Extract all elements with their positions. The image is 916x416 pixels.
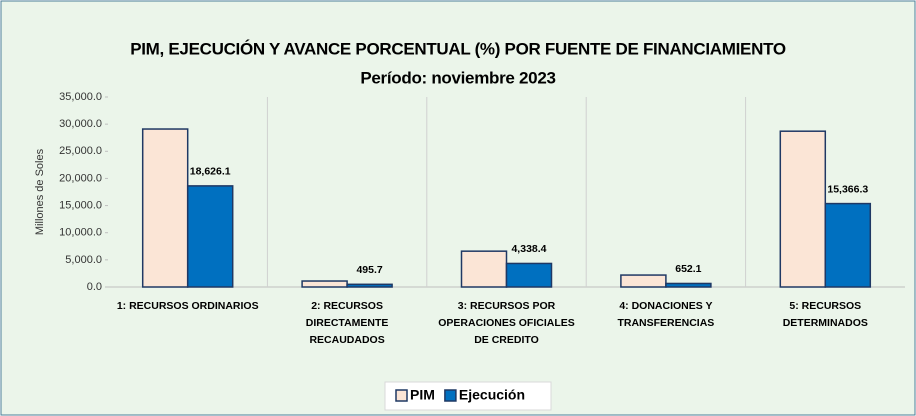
value-label: 18,626.1 (190, 166, 231, 178)
y-tick-label: 15,000.0 (59, 199, 102, 211)
legend-box (384, 381, 552, 411)
x-tick-label-line: DETERMINADOS (783, 317, 868, 329)
x-tick-label: 1: RECURSOS ORDINARIOS (117, 300, 259, 312)
x-tick-label-line: DE CREDITO (474, 334, 539, 346)
legend-swatch (395, 389, 408, 402)
y-tick-label: 10,000.0 (59, 227, 102, 239)
legend-label: Ejecución (459, 387, 525, 403)
legend-label: PIM (410, 387, 435, 403)
value-label: 4,338.4 (511, 243, 546, 255)
x-tick-label-line: 1: RECURSOS ORDINARIOS (117, 300, 259, 312)
value-label: 15,366.3 (827, 183, 868, 195)
bar (779, 130, 827, 288)
x-tick-label-line: 4: DONACIONES Y (619, 300, 712, 312)
x-tick-label-line: TRANSFERENCIAS (617, 317, 714, 329)
chart-subtitle: Período: noviembre 2023 (360, 68, 555, 87)
x-tick-label-line: RECAUDADOS (309, 334, 384, 346)
bar (346, 283, 393, 288)
bar (186, 185, 234, 288)
bar (505, 262, 553, 288)
bar (824, 202, 872, 288)
x-tick-label: 5: RECURSOS DETERMINADOS (783, 300, 868, 329)
y-tick-label: 35,000.0 (59, 91, 102, 103)
x-tick-label-line: OPERACIONES OFICIALES (438, 317, 575, 329)
y-tick-label: 20,000.0 (59, 172, 102, 184)
value-label: 495.7 (356, 264, 382, 276)
legend-swatch (444, 389, 457, 402)
chart-title: PIM, EJECUCIÓN Y AVANCE PORCENTUAL (%) P… (130, 39, 786, 58)
bar (301, 280, 348, 288)
x-tick-label: 3: RECURSOS POR OPERACIONES OFICIALES DE C… (438, 300, 575, 346)
y-tick-label: 25,000.0 (59, 145, 102, 157)
y-tick-label: 5,000.0 (65, 254, 102, 266)
x-tick-label: 2: RECURSOS DIRECTAMENTE RECAUDADOS (306, 300, 389, 346)
x-tick-label: 4: DONACIONES Y TRANSFERENCIAS (617, 300, 714, 329)
x-tick-label-line: DIRECTAMENTE (306, 317, 389, 329)
bar (460, 250, 508, 288)
x-tick-label-line: 2: RECURSOS (311, 300, 383, 312)
y-tick-label: 30,000.0 (59, 118, 102, 130)
x-tick-label-line: 5: RECURSOS (789, 300, 861, 312)
bar (141, 128, 189, 288)
bar (620, 274, 667, 288)
value-label: 652.1 (675, 263, 701, 275)
x-tick-label-line: 3: RECURSOS POR (458, 300, 556, 312)
y-tick-label: 0.0 (87, 281, 102, 293)
bar (665, 282, 712, 288)
y-axis-label: Millones de Soles (34, 148, 46, 235)
